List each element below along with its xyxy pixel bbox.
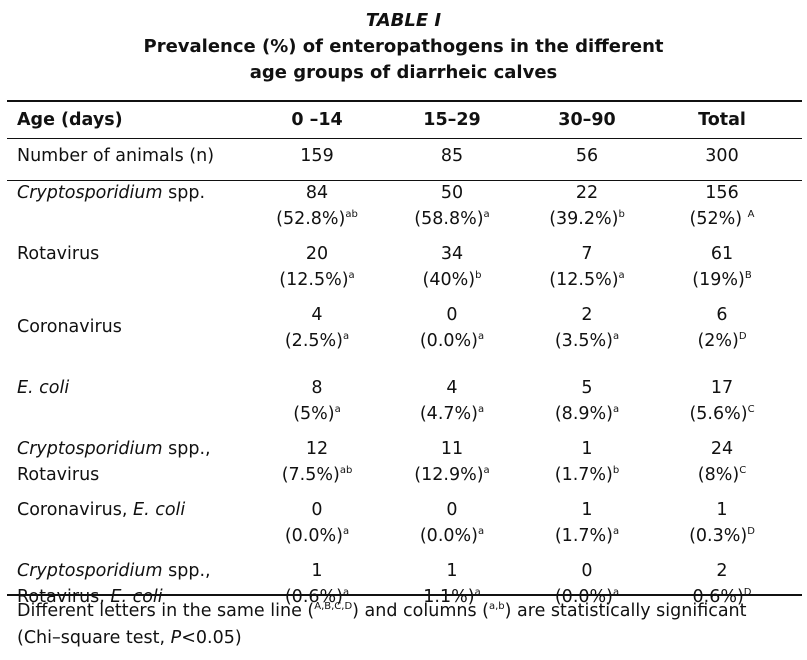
n-row-rule <box>7 180 802 181</box>
table-cell: 0 (0.0%)a <box>554 561 620 607</box>
row-label: Cryptosporidium spp. <box>17 183 206 203</box>
table-footnote: Different letters in the same line (A,B,… <box>17 601 747 648</box>
table-cell: 0 (0.0%)a <box>284 500 350 546</box>
row-label: Coronavirus <box>17 317 122 337</box>
header-age: Age (days) <box>17 110 123 130</box>
table-cell: 6 (2%)D <box>697 305 747 351</box>
table-cell: 34 (40%)b <box>422 244 482 290</box>
table-row: Rotavirus 20 (12.5%)a 34 (40%)b 7 (12.5%)a … <box>7 239 802 300</box>
header-total: Total <box>698 110 746 130</box>
table-cell: 7 (12.5%)a <box>549 244 625 290</box>
table-cell: 1 (1.7%)b <box>554 439 620 485</box>
table-cell: 56 <box>575 146 599 166</box>
table-cell: 4 (4.7%)a <box>419 378 485 424</box>
table-cell: 2 0.6%)D <box>692 561 752 607</box>
table-row: Coronavirus 4 (2.5%)a 0 (0.0%)a 2 (3.5%)a 6… <box>7 300 802 373</box>
row-label: Number of animals (n) <box>17 146 215 166</box>
row-label: Rotavirus <box>17 244 100 264</box>
table-cell: 5 (8.9%)a <box>554 378 620 424</box>
table-caption-line1: Prevalence (%) of enteropathogens in the… <box>143 36 664 57</box>
table-cell: 24 (8%)C <box>697 439 747 485</box>
row-label: Cryptosporidium spp., Rotavirus, E. coli <box>17 561 211 607</box>
table-cell: 4 (2.5%)a <box>284 305 350 351</box>
bottom-rule <box>7 594 802 596</box>
table-cell: 2 (3.5%)a <box>554 305 620 351</box>
table-cell: 17 (5.6%)C <box>689 378 755 424</box>
table-cell: 0 (0.0%)a <box>419 305 485 351</box>
table-cell: 0 (0.0%)a <box>419 500 485 546</box>
table-cell: 1 (0.6%)a <box>284 561 350 607</box>
table-cell: 85 <box>440 146 464 166</box>
table-cell: 11 (12.9%)a <box>414 439 490 485</box>
table-row: Cryptosporidium spp. 84 (52.8%)ab 50 (58.8… <box>7 178 802 239</box>
table-label: TABLE I <box>365 10 442 31</box>
table-cell: 22 (39.2%)b <box>549 183 625 229</box>
table-cell: 61 (19%)B <box>692 244 752 290</box>
row-label: E. coli <box>17 378 70 398</box>
table-cell: 1 (1.7%)a <box>554 500 620 546</box>
table-cell: 156 (52%) A <box>689 183 755 229</box>
table-cell: 12 (7.5%)ab <box>281 439 353 485</box>
header-0-14: 0 –14 <box>291 110 343 130</box>
top-rule <box>7 100 802 102</box>
table-cell: 20 (12.5%)a <box>279 244 355 290</box>
table-cell: 1 1.1%)a <box>423 561 481 607</box>
table-row: E. coli 8 (5%)a 4 (4.7%)a 5 (8.9%)a 17 (5.6%… <box>7 373 802 434</box>
table-cell: 300 <box>705 146 739 166</box>
table-row: Cryptosporidium spp., Rotavirus, E. coli … <box>7 556 802 617</box>
header-30-90: 30–90 <box>558 110 616 130</box>
n-animals-row: Number of animals (n) 159 85 56 300 <box>7 138 802 178</box>
table-row: Cryptosporidium spp., Rotavirus 12 (7.5%)a… <box>7 434 802 495</box>
table-caption-line2: age groups of diarrheic calves <box>249 62 558 83</box>
table-title: TABLE I Prevalence (%) of enteropathogen… <box>0 8 807 86</box>
header-rule <box>7 138 802 139</box>
table-cell: 1 (0.3%)D <box>689 500 755 546</box>
table-cell: 84 (52.8%)ab <box>276 183 358 229</box>
table-cell: 8 (5%)a <box>293 378 341 424</box>
table-row: Coronavirus, E. coli 0 (0.0%)a 0 (0.0%)a 1… <box>7 495 802 556</box>
table-cell: 50 (58.8%)a <box>414 183 490 229</box>
row-label: Coronavirus, E. coli <box>17 500 186 520</box>
prevalence-table: Age (days) 0 –14 15–29 30–90 Total Numbe… <box>7 103 802 617</box>
table-cell: 159 <box>300 146 334 166</box>
row-label: Cryptosporidium spp., Rotavirus <box>17 439 211 485</box>
header-row: Age (days) 0 –14 15–29 30–90 Total <box>7 103 802 138</box>
header-15-29: 15–29 <box>423 110 481 130</box>
